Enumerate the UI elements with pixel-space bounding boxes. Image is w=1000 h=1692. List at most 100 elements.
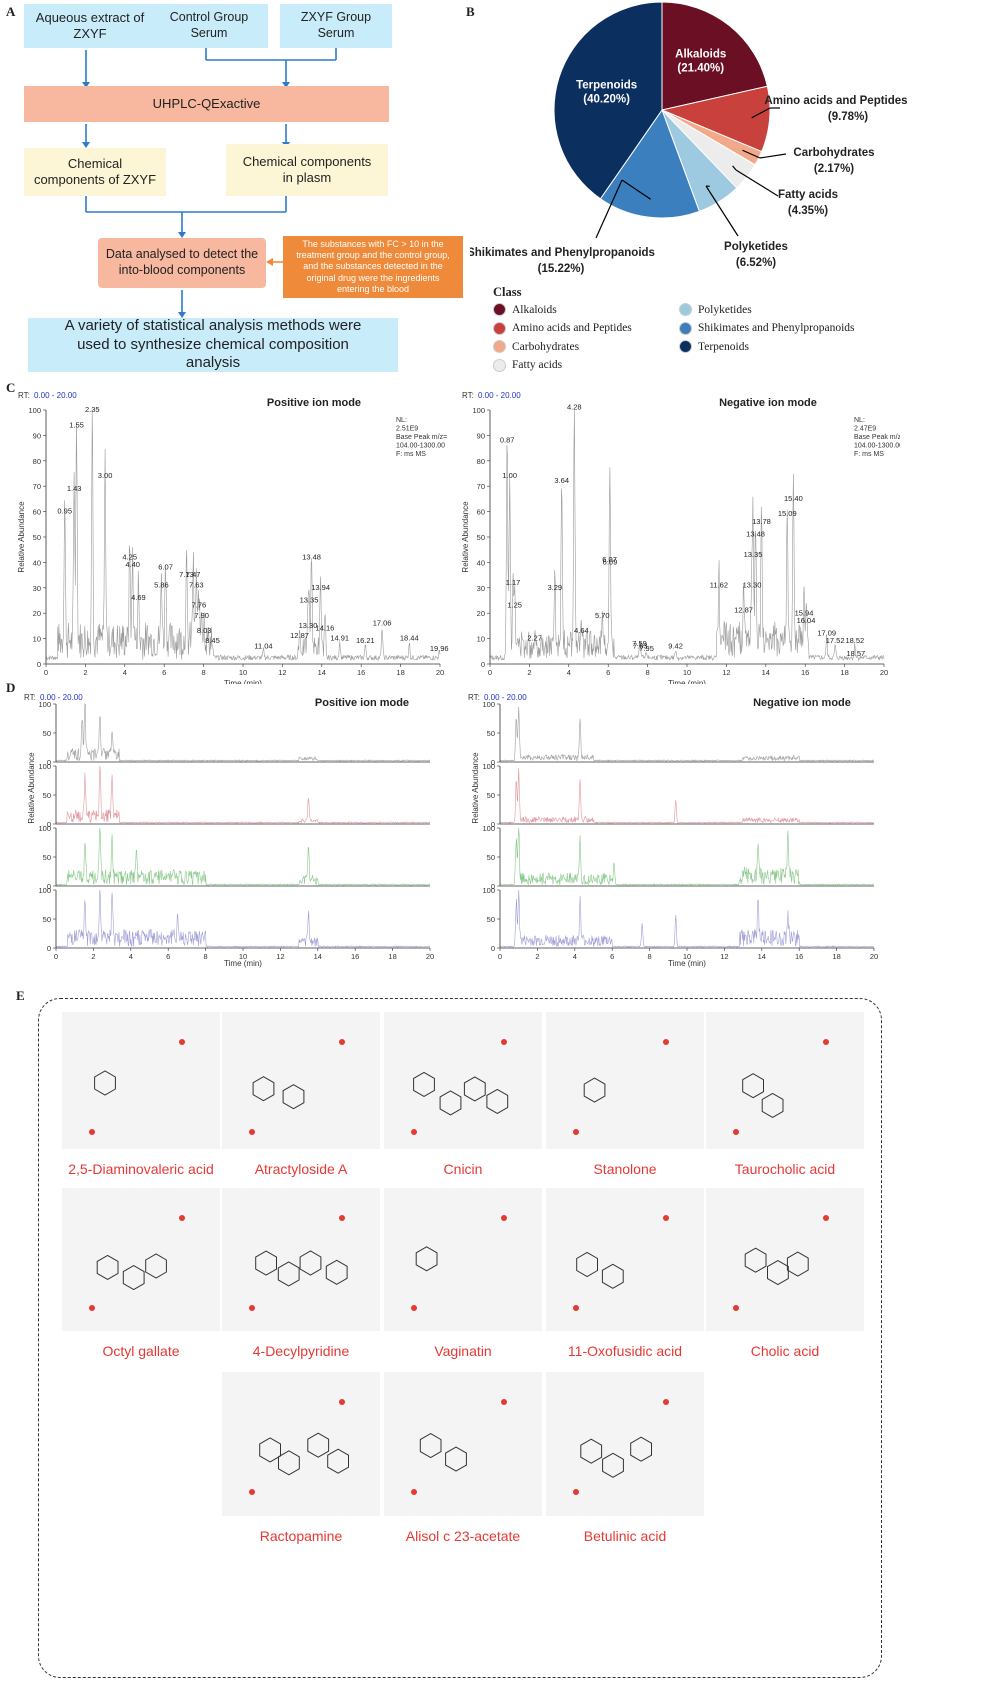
svg-text:18: 18 [832,952,840,961]
svg-text:100: 100 [38,762,51,771]
svg-text:16: 16 [795,952,803,961]
svg-text:2: 2 [91,952,95,961]
legend-label: Shikimates and Phenylpropanoids [698,322,855,334]
pie-outer-label-5: Shikimates and Phenylpropanoids [470,247,655,259]
peak-label: 7.59 [632,639,647,648]
ring-icon [307,1432,330,1458]
peak-label: 8.45 [205,636,220,645]
ring-icon [583,1077,606,1103]
svg-text:100: 100 [38,886,51,895]
svg-text:6: 6 [610,952,614,961]
chromatogram-trace [56,827,431,886]
svg-text:20: 20 [880,668,888,677]
svg-text:0: 0 [37,660,41,669]
ring-icon [145,1253,167,1279]
molecule-structure [384,1372,542,1516]
ring-icon [601,1263,624,1289]
ring-icon [299,1250,322,1276]
peak-label: 15.09 [778,509,797,518]
ring-icon [413,1071,435,1097]
legend-swatch [493,321,506,335]
svg-text:20: 20 [426,952,434,961]
legend-label: Alkaloids [512,303,557,316]
ring-icon [742,1073,764,1099]
peak-label: 3.29 [548,583,563,592]
ring-icon [786,1251,809,1277]
molecule-panel-frame [38,998,882,1678]
chromatogram-trace [499,767,874,824]
peak-label: 1.17 [506,578,521,587]
svg-text:0: 0 [54,952,58,961]
svg-text:70: 70 [33,482,41,491]
svg-text:0: 0 [481,660,485,669]
svg-text:4: 4 [129,952,133,961]
peak-label: 19.96 [430,644,449,653]
pie-outer-pct-3: (4.35%) [788,205,828,217]
svg-text:4: 4 [573,952,577,961]
peak-label: 13.48 [746,530,765,539]
peak-label: 17.06 [373,618,392,627]
peak-label: 13.94 [311,583,330,592]
ring-icon [761,1092,784,1118]
pie-label-0: Alkaloids [675,49,726,61]
chromatogram-trace [45,409,441,662]
pie-leader-1 [751,107,771,119]
x-axis-label: Time (min) [224,679,262,684]
nl-info: 2.51E9 [396,426,418,433]
nl-info: 104.00-1300.00 [396,443,445,450]
peak-label: 3.00 [98,471,113,480]
peak-label: 4.25 [122,552,137,561]
molecule-structure [706,1188,864,1331]
ring-icon [415,1246,438,1272]
ring-icon [259,1437,281,1463]
svg-text:12: 12 [722,668,730,677]
svg-text:0: 0 [491,944,495,953]
pie-legend-item: Carbohydrates [493,340,579,353]
svg-text:6: 6 [162,668,166,677]
ring-icon [278,1450,300,1476]
svg-text:90: 90 [477,431,485,440]
molecule-structure [62,1188,220,1331]
svg-text:2: 2 [535,952,539,961]
svg-text:20: 20 [870,952,878,961]
legend-label: Carbohydrates [512,340,580,353]
pie-slice-6 [553,1,663,200]
panel-label-b: B [466,4,475,19]
molecule-structure [222,1188,380,1331]
peak-label: 7.47 [186,570,201,579]
chromatogram-trace [489,409,885,662]
svg-text:4: 4 [567,668,571,677]
svg-text:6: 6 [166,952,170,961]
peak-label: 13.35 [744,550,763,559]
legend-swatch [493,358,506,372]
peak-label: 2.35 [85,405,100,414]
legend-swatch [493,303,506,316]
peak-label: 13.30 [299,621,318,630]
svg-text:100: 100 [482,824,495,833]
peak-label: 16.21 [356,636,375,645]
svg-text:100: 100 [38,824,51,833]
molecule-structure [546,1012,704,1149]
svg-text:100: 100 [28,406,41,415]
svg-text:50: 50 [43,791,51,800]
ring-icon [580,1438,603,1464]
peak-label: 13.48 [302,552,321,561]
nl-info: Base Peak m/z= [854,434,900,441]
legend-label: Amino acids and Peptides [512,322,632,334]
ring-icon [630,1436,652,1462]
rt-range-label: RT: [18,391,30,400]
svg-text:100: 100 [38,700,51,709]
svg-text:14: 14 [758,952,766,961]
svg-text:0: 0 [47,820,51,829]
svg-text:70: 70 [477,482,485,491]
molecule-name: Ractopamine [259,1528,343,1544]
peak-label: 7.63 [189,580,204,589]
svg-text:0: 0 [498,952,502,961]
svg-text:2: 2 [83,668,87,677]
flow-box-aqueous-extract: Aqueous extract of ZXYF [24,4,156,48]
legend-swatch [679,340,692,353]
pie-outer-pct-4: (6.52%) [736,257,776,269]
molecule-structure [384,1012,542,1149]
svg-text:0: 0 [47,944,51,953]
chromatogram-trace [55,703,431,762]
